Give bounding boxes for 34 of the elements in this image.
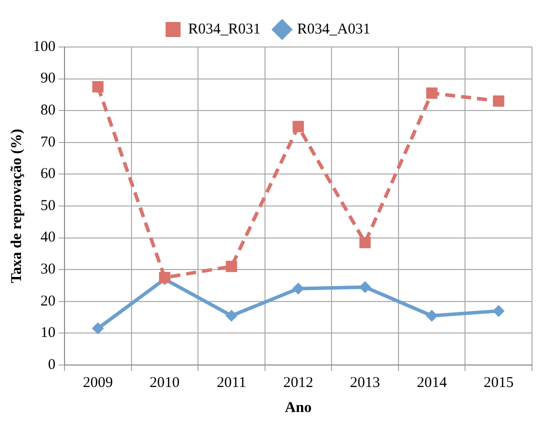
x-axis-title: Ano <box>284 400 312 416</box>
point <box>292 282 304 295</box>
legend-label: R034_A031 <box>297 21 370 38</box>
point <box>426 87 438 99</box>
y-tick-label: 30 <box>40 262 56 278</box>
y-tick-label: 20 <box>40 293 56 310</box>
point <box>92 322 104 334</box>
y-tick-label: 80 <box>40 102 56 119</box>
y-tick-label: 40 <box>40 230 56 246</box>
x-tick-label: 2011 <box>216 374 246 391</box>
y-tick-label: 70 <box>40 134 56 150</box>
x-tick-label: 2010 <box>150 374 180 391</box>
y-tick-label: 10 <box>40 325 56 342</box>
y-tick-label: 50 <box>40 198 56 214</box>
x-tick-label: 2013 <box>350 374 380 391</box>
y-tick-label: 90 <box>40 70 56 87</box>
point <box>359 281 372 294</box>
y-tick-label: 100 <box>33 38 56 55</box>
x-tick-label: 2009 <box>82 374 113 391</box>
point <box>492 304 505 317</box>
point <box>292 120 304 132</box>
x-tick-label: 2014 <box>416 374 448 391</box>
point <box>226 260 238 272</box>
point <box>426 310 438 322</box>
y-tick-label: 0 <box>48 356 56 373</box>
x-tick-label: 2015 <box>484 374 514 391</box>
point <box>492 95 504 107</box>
point <box>359 236 371 248</box>
point <box>225 310 238 322</box>
y-axis-title: Taxa de reprovação (%) <box>8 128 25 284</box>
legend-label: R034_R031 <box>188 21 261 38</box>
point <box>92 81 104 92</box>
x-tick-label: 2012 <box>283 374 314 391</box>
y-tick-label: 60 <box>40 166 56 182</box>
